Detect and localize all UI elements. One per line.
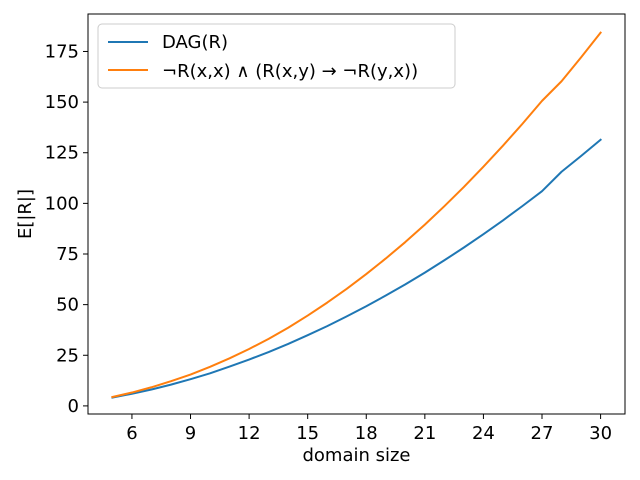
x-tick-label-24: 24 xyxy=(472,423,495,444)
axes-layer xyxy=(87,13,626,415)
x-axis-label: domain size xyxy=(302,445,410,466)
legend-label-asymmetric: ¬R(x,x) ∧ (R(x,y) → ¬R(y,x)) xyxy=(162,61,418,82)
y-tick-label-100: 100 xyxy=(45,193,79,214)
y-tick-label-0: 0 xyxy=(68,396,79,417)
series-layer xyxy=(111,31,602,399)
x-tick-label-9: 9 xyxy=(185,423,196,444)
x-tick-label-21: 21 xyxy=(413,423,436,444)
legend: DAG(R) ¬R(x,x) ∧ (R(x,y) → ¬R(y,x)) xyxy=(97,23,456,89)
y-tick-label-25: 25 xyxy=(56,345,79,366)
legend-box xyxy=(97,23,456,89)
x-tick-label-15: 15 xyxy=(296,423,319,444)
y-tick-label-150: 150 xyxy=(45,92,79,113)
y-tick-label-125: 125 xyxy=(45,143,79,164)
y-tick-label-50: 50 xyxy=(56,295,79,316)
x-tick-label-27: 27 xyxy=(531,423,554,444)
x-axis-ticks: 6 9 12 15 18 21 24 27 30 xyxy=(126,414,612,444)
y-tick-label-175: 175 xyxy=(45,41,79,62)
y-axis-label: E[|R|] xyxy=(15,189,36,239)
series-line-0 xyxy=(111,138,602,399)
series-line-1 xyxy=(111,31,602,399)
x-tick-label-12: 12 xyxy=(238,423,261,444)
x-tick-label-30: 30 xyxy=(589,423,612,444)
x-tick-label-6: 6 xyxy=(126,423,137,444)
y-axis-ticks: 0 25 50 75 100 125 150 175 xyxy=(45,41,88,417)
plot-frame xyxy=(87,13,626,415)
y-tick-label-75: 75 xyxy=(56,244,79,265)
legend-label-dag: DAG(R) xyxy=(162,32,228,53)
x-tick-label-18: 18 xyxy=(355,423,378,444)
